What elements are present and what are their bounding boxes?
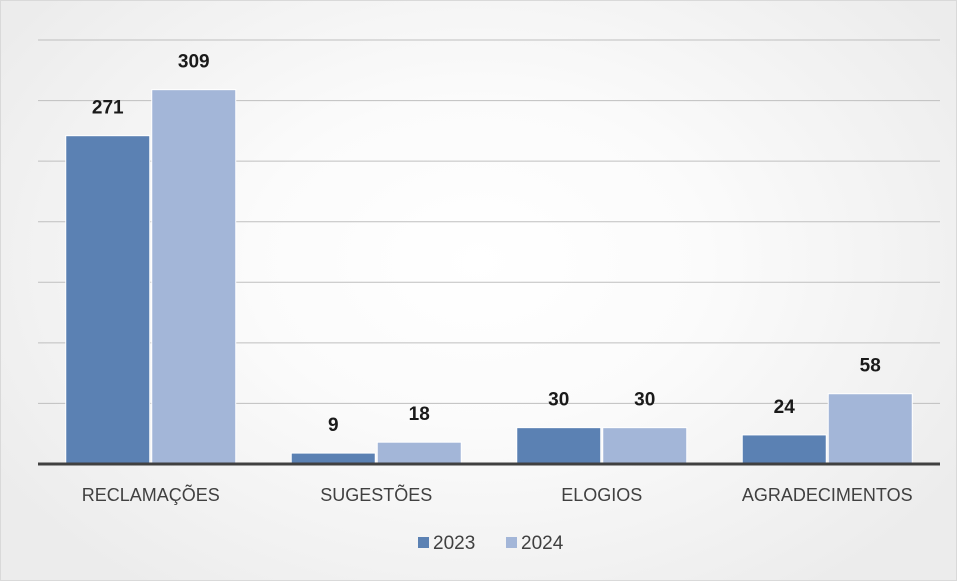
data-label: 30 (634, 390, 655, 411)
bar-2024-3 (827, 393, 913, 465)
category-label: SUGESTÕES (320, 484, 432, 505)
bar-2024-0 (151, 89, 237, 465)
data-label: 30 (548, 390, 569, 411)
data-label: 9 (328, 415, 339, 436)
legend: 2023 2024 (418, 533, 564, 554)
category-labels: RECLAMAÇÕES SUGESTÕES ELOGIOS AGRADECIMENTO… (82, 484, 913, 505)
bar-2023-2 (516, 427, 602, 465)
legend-label: 2023 (433, 533, 475, 554)
data-label: 18 (409, 404, 430, 425)
data-label: 58 (860, 356, 881, 377)
legend-swatch (418, 537, 429, 548)
bar-2024-1 (376, 441, 462, 465)
category-label: RECLAMAÇÕES (82, 484, 220, 505)
category-label: AGRADECIMENTOS (742, 485, 913, 505)
bar-2023-3 (741, 434, 827, 465)
data-label: 309 (178, 52, 210, 73)
bar-2023-1 (290, 452, 376, 465)
data-label: 271 (92, 98, 124, 119)
legend-label: 2024 (521, 533, 564, 554)
data-labels: 271 309 9 18 30 30 24 58 (92, 52, 881, 436)
category-label: ELOGIOS (561, 485, 642, 505)
bars (65, 89, 913, 465)
data-label: 24 (774, 397, 796, 418)
bar-2024-2 (602, 427, 688, 465)
legend-swatch (506, 537, 517, 548)
bar-2023-0 (65, 135, 151, 465)
